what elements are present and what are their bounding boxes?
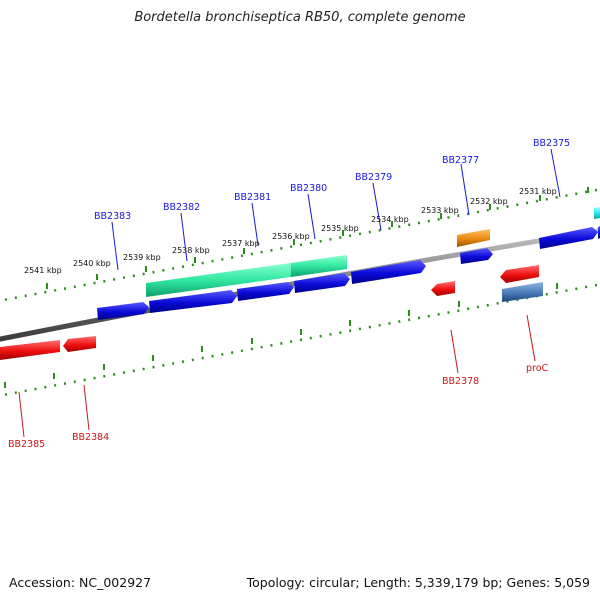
- steel-feature: [502, 282, 543, 302]
- forward-gene-bb2380: [294, 273, 350, 293]
- gene-label: BB2385: [8, 439, 45, 450]
- major-ticks-lower: [4, 283, 558, 388]
- forward-gene-bb2379: [351, 260, 426, 284]
- scale-label: 2538 kbp: [172, 246, 210, 255]
- scale-label: 2541 kbp: [24, 266, 62, 275]
- reverse-genes: [0, 265, 539, 360]
- major-ticks: [46, 187, 589, 289]
- forward-gene-bb2381: [237, 282, 294, 301]
- forward-genes: [97, 226, 600, 320]
- forward-gene-bb2382: [149, 290, 237, 313]
- reverse-gene-bb2378: [431, 281, 455, 296]
- gene-label: proC: [526, 363, 549, 374]
- gene-label: BB2381: [234, 192, 271, 203]
- gene-label: BB2384: [72, 432, 109, 443]
- green-feature-long: [146, 263, 291, 297]
- scale-label: 2531 kbp: [519, 187, 557, 196]
- topology-text: Topology: circular; Length: 5,339,179 bp…: [246, 575, 590, 590]
- green-feature-right: [291, 255, 347, 277]
- gene-label: BB2375: [533, 138, 570, 149]
- forward-gene-bb2375: [539, 227, 598, 249]
- gene-label: BB2379: [355, 172, 392, 183]
- gene-label: BB2378: [442, 376, 479, 387]
- label-leaders: [18, 148, 561, 438]
- orange-feature: [457, 229, 490, 247]
- scale-label: 2533 kbp: [421, 206, 459, 215]
- other-features: [457, 207, 600, 302]
- reverse-gene-bb2385: [0, 340, 60, 360]
- green-features: [146, 255, 347, 297]
- scale-label: 2534 kbp: [371, 215, 409, 224]
- forward-gene-labels: BB2383 BB2382 BB2381 BB2380 BB2379 BB237…: [94, 138, 570, 222]
- reverse-gene-proc: [500, 265, 539, 283]
- forward-gene-bb2377: [460, 248, 493, 264]
- gene-label: BB2383: [94, 211, 131, 222]
- reverse-gene-labels: BB2385 BB2384 BB2378 proC: [8, 363, 549, 450]
- gene-label: BB2382: [163, 202, 200, 213]
- accession-text: Accession: NC_002927: [9, 575, 152, 590]
- gene-label: BB2377: [442, 155, 479, 166]
- forward-gene-bb2383: [97, 302, 149, 320]
- scale-label: 2540 kbp: [73, 259, 111, 268]
- scale-label: 2535 kbp: [321, 224, 359, 233]
- scale-label: 2536 kbp: [272, 232, 310, 241]
- scale-label: 2532 kbp: [470, 197, 508, 206]
- scale-label: 2539 kbp: [123, 253, 161, 262]
- scale-label: 2537 kbp: [222, 239, 260, 248]
- scale-labels: 2541 kbp 2540 kbp 2539 kbp 2538 kbp 2537…: [24, 187, 557, 275]
- upper-tick-row: [0, 185, 600, 305]
- cyan-feature: [594, 207, 600, 219]
- lower-tick-row: [0, 280, 600, 400]
- map-title: Bordetella bronchiseptica RB50, complete…: [134, 10, 466, 25]
- reverse-gene-bb2384: [63, 336, 96, 352]
- gene-label: BB2380: [290, 183, 327, 194]
